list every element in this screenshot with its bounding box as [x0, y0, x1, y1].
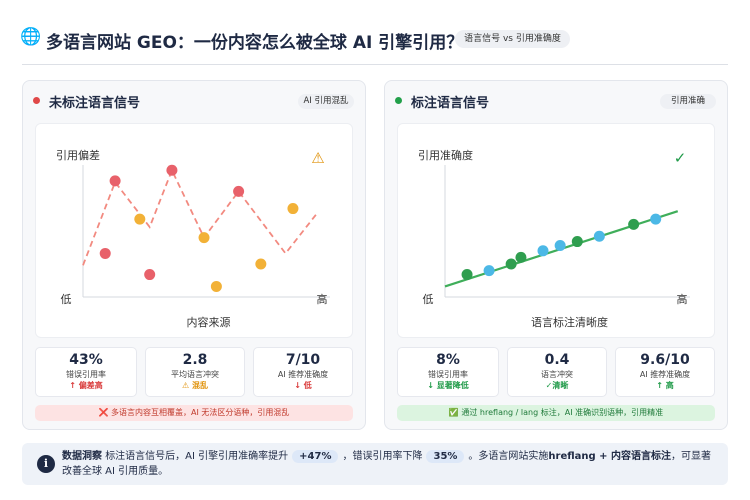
data-point: [505, 258, 517, 270]
data-point: [144, 269, 156, 281]
x-axis-label: 内容来源: [187, 315, 231, 329]
stat-label: 语言冲突: [541, 370, 573, 379]
stat-value: 8%: [436, 352, 460, 368]
insight-part: ，可显著改善全球 AI 引用质量。: [62, 451, 712, 477]
stat-label: 错误引用率: [66, 370, 106, 379]
y-axis-label: 引用准确度: [418, 148, 473, 162]
stat-box: [253, 347, 353, 397]
stat-box: [397, 347, 499, 397]
data-point: [255, 258, 267, 270]
stat-box: [507, 347, 607, 397]
data-point: [166, 164, 178, 176]
insight-bold: hreflang + 内容语言标注: [548, 451, 672, 462]
data-point: [650, 213, 662, 225]
data-point: [571, 236, 583, 248]
globe-icon: 🌐: [20, 27, 42, 47]
stat-value: 0.4: [544, 352, 570, 368]
stat-note: ↑ 高: [656, 381, 674, 390]
stat-box: [145, 347, 245, 397]
page-title: 多语言网站 GEO：一份内容怎么被全球 AI 引擎引用？: [46, 33, 464, 53]
status-icon: ⚠: [311, 149, 324, 167]
status-bar: ✅ 通过 hreflang / lang 标注，AI 准确识别语种，引用精准: [397, 405, 715, 421]
data-point: [210, 280, 222, 292]
info-icon: i: [37, 455, 55, 473]
chart-card: [397, 123, 715, 338]
x-axis-label: 语言标注清晰度: [531, 315, 608, 329]
insight-part: 标注语言信号后，AI 引擎引用准确率提升: [105, 451, 289, 462]
stat-label: AI 推荐准确度: [277, 370, 329, 379]
stat-label: 平均语言冲突: [171, 370, 219, 379]
stat-value: 43%: [69, 352, 103, 368]
data-point: [554, 240, 566, 252]
insight-part: 。多语言网站实施: [468, 451, 549, 462]
data-point: [287, 203, 299, 215]
data-point: [537, 245, 549, 257]
data-point: [628, 218, 640, 230]
stat-note: ↓ 显著降低: [427, 381, 469, 390]
data-point: [593, 230, 605, 242]
insight-box: i 数据洞察 标注语言信号后，AI 引擎引用准确率提升 +47% ，错误引用率下降 3…: [22, 443, 728, 485]
stat-label: AI 推荐准确度: [639, 370, 691, 379]
panel-badge: AI 引用混乱: [298, 94, 354, 109]
panel-dot: [395, 97, 402, 104]
data-point: [109, 175, 121, 187]
header-badge: 语言信号 vs 引用准确度: [455, 30, 570, 48]
stat-note: ↓ 低: [294, 381, 312, 390]
insight-label: 数据洞察: [62, 451, 102, 462]
insight-pill: 35%: [426, 450, 465, 463]
stat-value: 2.8: [182, 352, 208, 368]
data-point: [233, 185, 245, 197]
x-tick-label: 低: [61, 293, 72, 306]
data-point: [134, 213, 146, 225]
panel-badge: 引用准确: [660, 94, 716, 109]
stat-label: 错误引用率: [428, 370, 468, 379]
insight-pill: +47%: [292, 450, 339, 463]
stat-value: 7/10: [285, 352, 321, 368]
x-tick-label: 高: [317, 292, 328, 306]
data-point: [99, 247, 111, 259]
stat-value: 9.6/10: [640, 352, 690, 368]
stat-box: [615, 347, 715, 397]
data-point: [483, 265, 495, 277]
stat-note: ⚠ 混乱: [182, 381, 208, 390]
series-line: [82, 168, 319, 266]
panel-title: 标注语言信号: [411, 96, 490, 111]
insight-part: ，错误引用率下降: [342, 451, 423, 462]
panel-dot: [33, 97, 40, 104]
separator: [22, 64, 728, 65]
insight-text: 数据洞察 标注语言信号后，AI 引擎引用准确率提升 +47% ，错误引用率下降 35%…: [62, 449, 717, 479]
stat-note: ✓清晰: [545, 381, 569, 390]
data-point: [461, 269, 473, 281]
y-axis-label: 引用偏差: [56, 148, 100, 162]
chart-card: [35, 123, 353, 338]
x-tick-label: 高: [677, 292, 688, 306]
x-tick-label: 低: [423, 293, 434, 306]
status-bar: ❌ 多语言内容互相覆盖，AI 无法区分语种，引用混乱: [35, 405, 353, 421]
stat-box: [35, 347, 137, 397]
status-icon: ✓: [674, 149, 687, 167]
panel-title: 未标注语言信号: [49, 96, 141, 111]
data-point: [198, 232, 210, 244]
stat-note: ↑ 偏差高: [69, 381, 103, 390]
data-point: [515, 251, 527, 263]
